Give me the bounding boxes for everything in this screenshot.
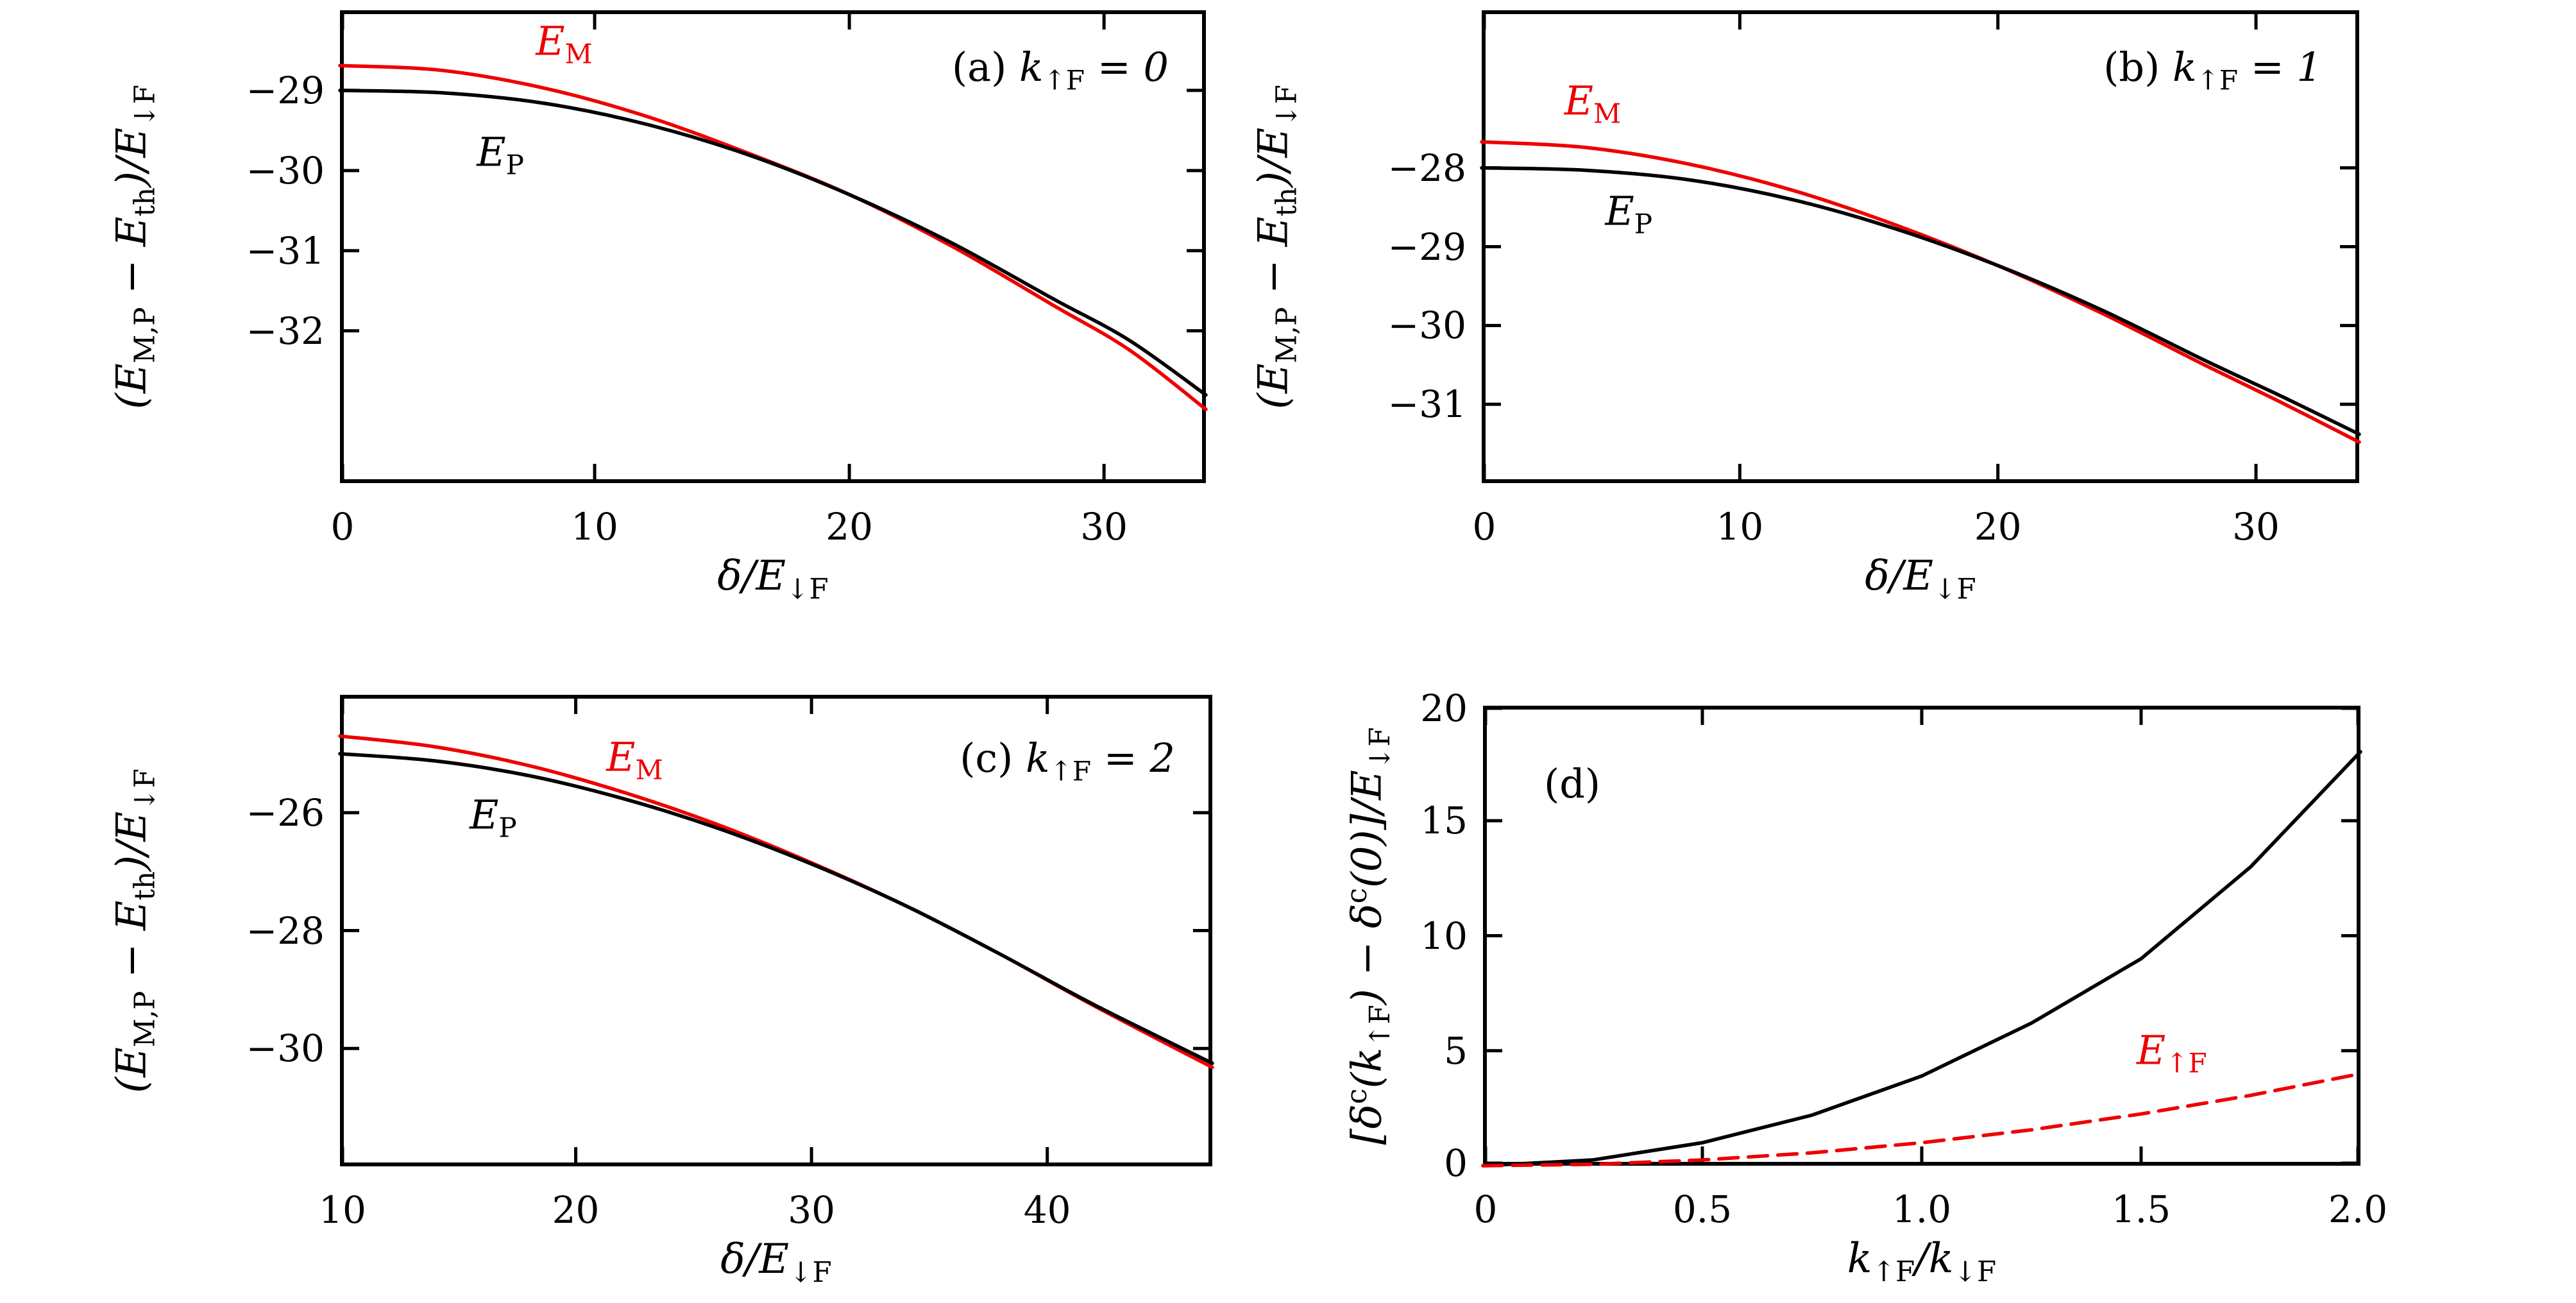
x-tick-label: 30 bbox=[1080, 505, 1128, 549]
x-tick-label: 10 bbox=[571, 505, 618, 549]
series-label: EM bbox=[536, 17, 593, 71]
panel-c-y-axis-label: (EM,P − Eth)/E↓F bbox=[108, 768, 162, 1093]
x-tick-label: 10 bbox=[1716, 505, 1764, 549]
x-tick-label: 20 bbox=[1974, 505, 2022, 549]
panel-c-condition: k↑F = 2 bbox=[1026, 735, 1175, 787]
panel-a-condition: k↑F = 0 bbox=[1019, 44, 1169, 96]
plot-area-c bbox=[338, 695, 1214, 1166]
series-curve-red-b bbox=[1480, 140, 2361, 444]
panel-b-y-axis-label: (EM,P − Eth)/E↓F bbox=[1250, 84, 1303, 409]
panel-b-title: (b) k↑F = 1 bbox=[2103, 44, 2322, 96]
y-tick-label: −30 bbox=[246, 1026, 325, 1071]
plot-area-a bbox=[338, 10, 1208, 483]
panel-d: (d) k↑F/k↓F [δc(k↑F) − δc(0)]/E↓F 0 0.5 1.… bbox=[1341, 688, 2387, 1288]
y-tick-label: −30 bbox=[1387, 303, 1466, 348]
x-tick-label: 30 bbox=[2232, 505, 2280, 549]
panel-c-x-axis-label: δ/E↓F bbox=[720, 1236, 832, 1289]
x-tick-label: 20 bbox=[826, 505, 874, 549]
x-tick-label: 1.0 bbox=[1892, 1188, 1952, 1231]
series-curve-red-a bbox=[338, 64, 1208, 411]
series-curve-red-d bbox=[1481, 1071, 2362, 1168]
y-tick-label: −28 bbox=[1387, 146, 1466, 190]
x-tick-label: 10 bbox=[319, 1188, 366, 1232]
x-tick-label: 40 bbox=[1023, 1188, 1071, 1232]
panel-c-letter: (c) bbox=[960, 735, 1013, 781]
series-label: EP bbox=[470, 791, 517, 844]
panel-d-letter: (d) bbox=[1544, 760, 1601, 807]
panel-a-x-axis-label: δ/E↓F bbox=[717, 552, 829, 606]
y-tick-label: −29 bbox=[246, 68, 325, 112]
series-label: E↑F bbox=[2136, 1026, 2207, 1080]
x-tick-label: 2.0 bbox=[2328, 1188, 2388, 1231]
plot-area-b bbox=[1480, 10, 2361, 483]
x-tick-label: 0 bbox=[1472, 505, 1496, 549]
panel-d-title: (d) bbox=[1544, 760, 1600, 807]
y-tick-label: −30 bbox=[246, 148, 325, 192]
panel-b-x-axis-label: δ/E↓F bbox=[1865, 552, 1976, 606]
panel-d-x-axis-label: k↑F/k↓F bbox=[1847, 1235, 1997, 1288]
series-label: EP bbox=[477, 128, 524, 181]
x-tick-label: 30 bbox=[788, 1188, 836, 1232]
y-tick-label: −31 bbox=[1387, 382, 1466, 427]
series-curve-black-a bbox=[338, 89, 1208, 397]
series-label: EM bbox=[606, 733, 663, 786]
x-tick-label: 0 bbox=[1473, 1188, 1498, 1231]
x-tick-label: 0 bbox=[330, 505, 355, 549]
panel-c: (c) k↑F = 2 δ/E↓F (EM,P − Eth)/E↓F 10 20 3… bbox=[108, 695, 1214, 1289]
y-tick-label: 20 bbox=[1420, 686, 1468, 730]
series-curve-black-c bbox=[338, 752, 1214, 1065]
y-tick-label: −28 bbox=[246, 908, 325, 953]
plot-area-d bbox=[1481, 706, 2362, 1168]
panel-b-letter: (b) bbox=[2103, 44, 2160, 90]
y-tick-label: 15 bbox=[1420, 799, 1468, 843]
panel-b-condition: k↑F = 1 bbox=[2173, 44, 2322, 96]
panel-a-title: (a) k↑F = 0 bbox=[952, 44, 1169, 96]
panel-b: (b) k↑F = 1 δ/E↓F (EM,P − Eth)/E↓F 0 10 20… bbox=[1250, 10, 2361, 606]
y-tick-label: −32 bbox=[246, 309, 325, 353]
x-tick-label: 1.5 bbox=[2111, 1188, 2171, 1231]
series-curve-black-b bbox=[1480, 166, 2361, 436]
series-label: EP bbox=[1605, 187, 1653, 240]
x-tick-label: 0.5 bbox=[1672, 1188, 1733, 1231]
y-tick-label: −26 bbox=[246, 790, 325, 835]
series-curve-black-d bbox=[1481, 749, 2362, 1168]
y-tick-label: 10 bbox=[1420, 914, 1468, 958]
x-tick-label: 20 bbox=[552, 1188, 600, 1232]
y-tick-label: 5 bbox=[1444, 1028, 1468, 1073]
panel-a: (a) k↑F = 0 δ/E↓F (EM,P − Eth)/E↓F 0 10 20… bbox=[108, 10, 1208, 606]
y-tick-label: 0 bbox=[1444, 1141, 1468, 1185]
panel-a-letter: (a) bbox=[951, 44, 1007, 90]
y-tick-label: −31 bbox=[246, 228, 325, 273]
y-tick-label: −29 bbox=[1387, 225, 1466, 269]
panel-a-y-axis-label: (EM,P − Eth)/E↓F bbox=[108, 84, 162, 409]
panel-c-title: (c) k↑F = 2 bbox=[960, 735, 1175, 787]
series-label: EM bbox=[1564, 77, 1622, 130]
